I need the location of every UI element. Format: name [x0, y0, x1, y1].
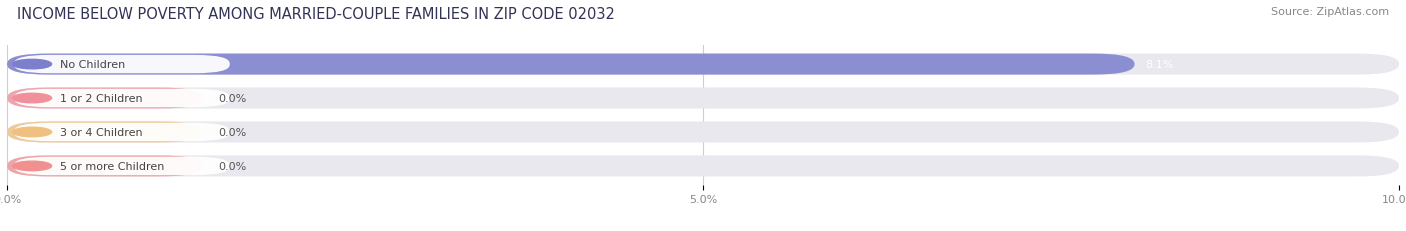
FancyBboxPatch shape: [7, 88, 202, 109]
FancyBboxPatch shape: [7, 54, 1399, 75]
FancyBboxPatch shape: [14, 123, 229, 142]
Text: 3 or 4 Children: 3 or 4 Children: [60, 128, 142, 137]
Text: 1 or 2 Children: 1 or 2 Children: [60, 94, 142, 103]
FancyBboxPatch shape: [14, 56, 229, 74]
Text: Source: ZipAtlas.com: Source: ZipAtlas.com: [1271, 7, 1389, 17]
Circle shape: [13, 161, 52, 171]
Circle shape: [13, 94, 52, 103]
Text: 0.0%: 0.0%: [218, 161, 247, 171]
Text: 0.0%: 0.0%: [218, 128, 247, 137]
Text: INCOME BELOW POVERTY AMONG MARRIED-COUPLE FAMILIES IN ZIP CODE 02032: INCOME BELOW POVERTY AMONG MARRIED-COUPL…: [17, 7, 614, 22]
FancyBboxPatch shape: [7, 54, 1135, 75]
Text: 5 or more Children: 5 or more Children: [60, 161, 165, 171]
FancyBboxPatch shape: [7, 88, 1399, 109]
Circle shape: [13, 128, 52, 137]
FancyBboxPatch shape: [14, 89, 229, 108]
FancyBboxPatch shape: [7, 122, 202, 143]
FancyBboxPatch shape: [7, 156, 202, 177]
FancyBboxPatch shape: [14, 157, 229, 175]
Text: 8.1%: 8.1%: [1146, 60, 1174, 70]
Text: 0.0%: 0.0%: [218, 94, 247, 103]
Text: No Children: No Children: [60, 60, 125, 70]
Circle shape: [13, 60, 52, 70]
FancyBboxPatch shape: [7, 122, 1399, 143]
FancyBboxPatch shape: [7, 156, 1399, 177]
